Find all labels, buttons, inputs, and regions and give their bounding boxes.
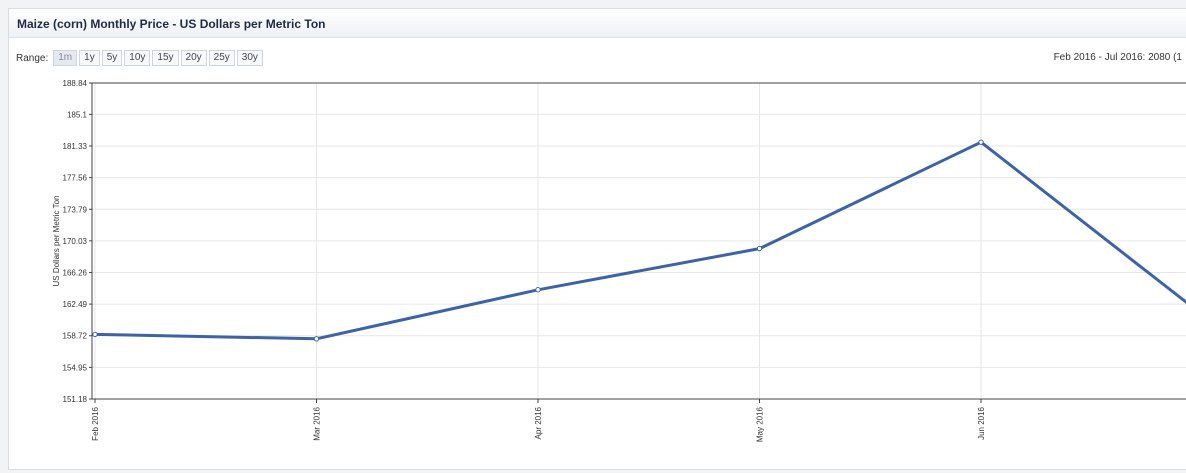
data-point[interactable] <box>756 245 763 252</box>
y-tick-label: 166.26 <box>63 268 88 277</box>
range-button-1m[interactable]: 1m <box>53 50 78 66</box>
y-tick-label: 181.33 <box>63 142 88 151</box>
x-tick-label: Feb 2016 <box>91 406 100 440</box>
range-button-15y[interactable]: 15y <box>152 50 179 66</box>
range-selector: Range: 1m 1y 5y 10y 15y 20y 25y 30y <box>16 50 265 66</box>
y-tick-label: 177.56 <box>63 174 88 183</box>
series-markers <box>92 139 984 342</box>
chart-title: Maize (corn) Monthly Price - US Dollars … <box>17 17 326 31</box>
range-button-30y[interactable]: 30y <box>236 50 263 66</box>
y-axis-title: US Dollars per Metric Ton <box>52 196 61 287</box>
x-axis-ticks: Feb 2016 Mar 2016 Apr 2016 May 2016 Jun 2016… <box>91 399 986 442</box>
data-point[interactable] <box>92 331 98 338</box>
range-button-20y[interactable]: 20y <box>180 50 207 66</box>
chart-panel: Maize (corn) Monthly Price - US Dollars … <box>8 8 1186 470</box>
range-button-1y[interactable]: 1y <box>79 50 100 66</box>
y-axis-ticks: 151.18 154.95 158.72 162.49 166.26 170.03 173.… <box>63 79 92 404</box>
y-tick-label: 158.72 <box>63 332 88 341</box>
y-tick-label: 151.18 <box>63 395 88 404</box>
y-tick-label: 188.84 <box>63 79 88 88</box>
x-tick-label: May 2016 <box>756 406 765 442</box>
range-button-5y[interactable]: 5y <box>101 50 123 66</box>
y-tick-label: 162.49 <box>63 300 88 309</box>
series-line <box>94 140 1186 341</box>
x-tick-label: Jun 2016 <box>977 406 986 439</box>
data-point[interactable] <box>313 336 320 342</box>
grid-lines <box>92 82 1186 400</box>
y-tick-label: 170.03 <box>63 237 88 246</box>
x-tick-label: Apr 2016 <box>534 406 543 439</box>
data-point[interactable] <box>978 139 984 145</box>
range-label: Range: <box>16 52 49 64</box>
data-point[interactable] <box>535 287 541 293</box>
range-button-25y[interactable]: 25y <box>208 50 235 66</box>
panel-header: Maize (corn) Monthly Price - US Dollars … <box>9 9 1186 38</box>
y-tick-label: 185.1 <box>67 110 88 119</box>
x-tick-label: Mar 2016 <box>313 406 322 440</box>
date-range-readout: Feb 2016 - Jul 2016: 2080 (1 <box>1053 52 1182 63</box>
y-tick-label: 173.79 <box>63 205 88 214</box>
y-tick-label: 154.95 <box>63 363 88 372</box>
range-button-10y[interactable]: 10y <box>124 50 151 66</box>
